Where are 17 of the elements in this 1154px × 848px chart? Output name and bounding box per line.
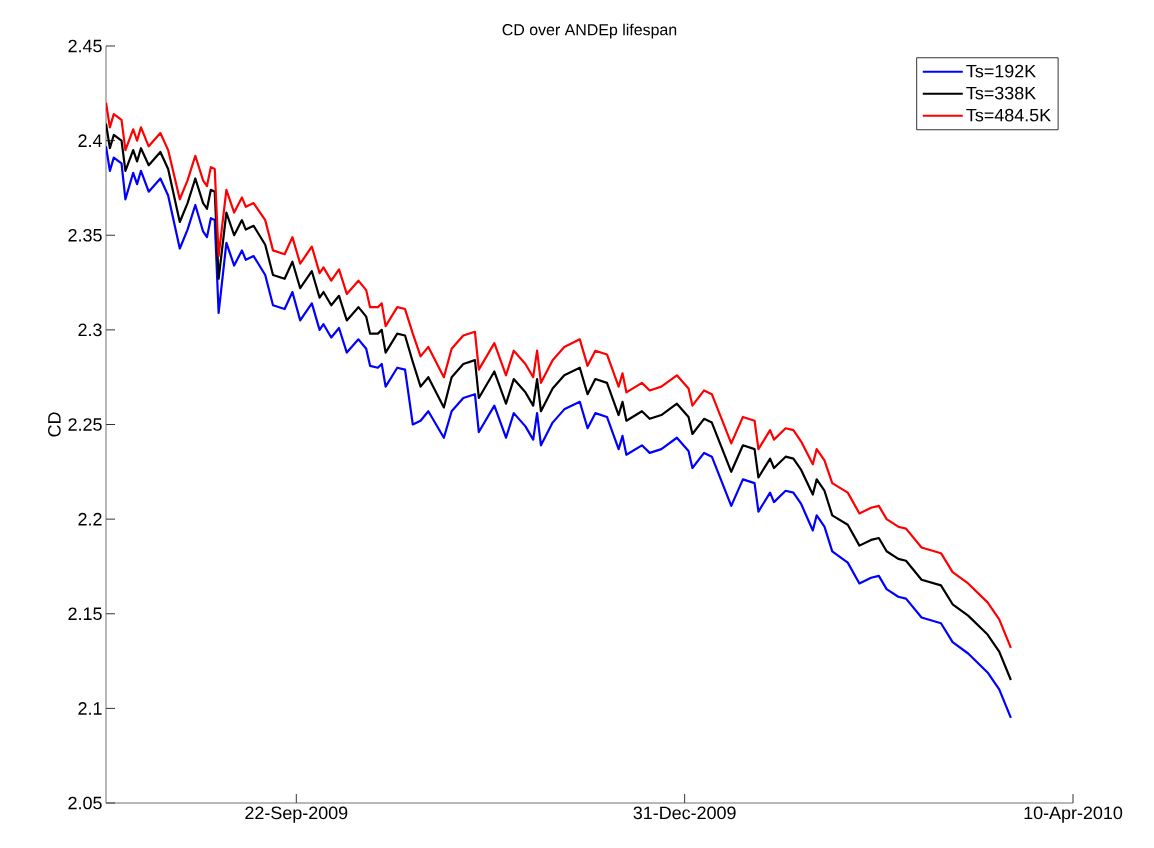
y-tick-label: 2.3 [78,323,102,337]
legend-label: Ts=192K [966,64,1036,78]
y-tick-label: 2.15 [68,607,102,621]
y-axis-title: CD [48,412,61,437]
x-tick-label: 22-Sep-2009 [245,806,348,823]
y-tick-label: 2.4 [78,134,102,147]
y-tick-label: 2.05 [68,796,102,810]
y-tick-label: 2.2 [78,512,102,526]
y-tick-label: 2.1 [78,702,102,715]
y-tick-label: 2.35 [68,228,102,242]
chart-title: CD over ANDEp lifespan [502,23,677,39]
x-tick-label: 31-Dec-2009 [633,806,736,820]
x-tick-label: 10-Apr-2010 [1024,806,1123,823]
y-tick-label: 2.25 [68,418,102,431]
legend-label: Ts=338K [966,86,1036,100]
y-tick-label: 2.45 [68,39,102,53]
legend-label: Ts=484.5K [966,108,1051,122]
